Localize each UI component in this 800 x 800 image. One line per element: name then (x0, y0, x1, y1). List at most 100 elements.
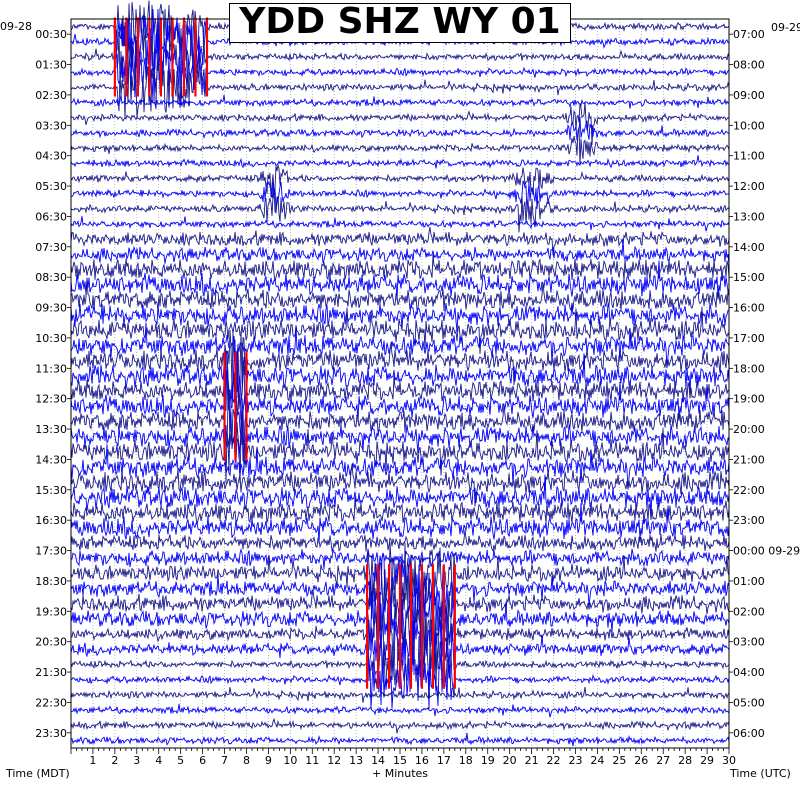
trace-line (70, 474, 730, 515)
x-tick-label: 30 (722, 754, 736, 767)
right-time-label: 22:00 (733, 484, 765, 497)
trace-line (70, 463, 730, 507)
trace-line (70, 180, 730, 212)
right-time-label: 05:00 (733, 696, 765, 709)
trace-line (70, 306, 730, 355)
x-tick-label: 24 (590, 754, 604, 767)
trace-line (70, 155, 730, 169)
right-time-label: 23:00 (733, 514, 765, 527)
left-time-axis: 00:30 01:30 02:30 03:30 04:30 05:30 06:30 07:30… (35, 28, 71, 740)
trace-line (70, 28, 730, 87)
left-time-label: 10:30 (35, 332, 67, 345)
trace-line (70, 717, 730, 734)
x-tick-label: 20 (503, 754, 517, 767)
trace-line (70, 732, 730, 747)
trace-line (70, 444, 730, 489)
trace-line (70, 302, 730, 332)
trace-line (70, 51, 730, 119)
right-time-label: 03:00 (733, 636, 765, 649)
x-tick-label: 12 (327, 754, 341, 767)
x-label-right: Time (UTC) (730, 767, 791, 780)
x-tick-label: 9 (265, 754, 272, 767)
left-time-label: 12:30 (35, 393, 67, 406)
right-time-axis: 07:00 08:00 09:00 10:00 11:00 12:00 13:00 14:00… (729, 28, 800, 740)
trace-line (70, 498, 730, 525)
left-time-label: 21:30 (35, 666, 67, 679)
x-axis: 1 2 3 4 5 6 7 8 9 10 11 12 13 14 15 16 17 18 19 20 21 22 23 24 2… (70, 748, 736, 767)
x-tick-label: 27 (656, 754, 670, 767)
date-left: 09-28 (0, 20, 32, 33)
trace-line (70, 94, 730, 109)
right-time-label: 07:00 (733, 28, 765, 41)
right-time-label: 10:00 (733, 119, 765, 132)
trace-line (70, 216, 730, 232)
trace-line (70, 279, 730, 312)
right-time-label: 14:00 (733, 241, 765, 254)
x-tick-label: 10 (283, 754, 297, 767)
x-tick-label: 11 (305, 754, 319, 767)
x-tick-label: 14 (371, 754, 385, 767)
x-tick-label: 25 (612, 754, 626, 767)
right-time-label: 02:00 (733, 605, 765, 618)
right-time-label: 04:00 (733, 666, 765, 679)
right-time-label: 09:00 (733, 89, 765, 102)
trace-line (70, 226, 730, 256)
left-time-label: 19:30 (35, 605, 67, 618)
trace-line (70, 239, 730, 266)
right-time-label: 06:00 (733, 727, 765, 740)
left-time-label: 11:30 (35, 362, 67, 375)
trace-line (70, 529, 730, 553)
right-time-label: 21:00 (733, 453, 765, 466)
trace-line (70, 255, 730, 282)
right-time-label: 19:00 (733, 393, 765, 406)
x-tick-label: 15 (393, 754, 407, 767)
left-time-label: 01:30 (35, 59, 67, 72)
title-box (229, 3, 571, 43)
x-tick-label: 16 (415, 754, 429, 767)
date-right: 09-29 (771, 21, 800, 34)
left-time-label: 17:30 (35, 545, 67, 558)
trace-line (70, 188, 730, 233)
x-tick-label: 19 (481, 754, 495, 767)
trace-line (70, 369, 730, 438)
x-tick-label: 8 (243, 754, 250, 767)
right-time-label: 00:00 09-29 (733, 545, 800, 558)
left-time-label: 22:30 (35, 696, 67, 709)
x-tick-label: 7 (221, 754, 228, 767)
trace-line (70, 547, 730, 571)
left-time-label: 06:30 (35, 210, 67, 223)
right-time-label: 20:00 (733, 423, 765, 436)
left-time-label: 18:30 (35, 575, 67, 588)
trace-line (70, 322, 730, 368)
x-label-left: Time (MDT) (6, 767, 70, 780)
left-time-label: 13:30 (35, 423, 67, 436)
trace-line (70, 388, 730, 448)
seismic-traces (70, 0, 730, 747)
trace-line (70, 339, 730, 410)
right-time-label: 18:00 (733, 362, 765, 375)
left-time-label: 04:30 (35, 150, 67, 163)
trace-line (70, 101, 730, 145)
trace-line (70, 503, 730, 544)
right-time-label: 01:00 (733, 575, 765, 588)
left-time-label: 20:30 (35, 636, 67, 649)
trace-line (70, 417, 730, 484)
x-tick-label: 13 (349, 754, 363, 767)
x-tick-label: 28 (678, 754, 692, 767)
left-time-label: 02:30 (35, 89, 67, 102)
x-tick-label: 5 (177, 754, 184, 767)
right-time-label: 15:00 (733, 271, 765, 284)
right-time-label: 11:00 (733, 150, 765, 163)
trace-line (70, 126, 730, 166)
x-tick-label: 26 (634, 754, 648, 767)
x-label-center: + Minutes (372, 767, 429, 780)
left-time-label: 14:30 (35, 453, 67, 466)
left-time-label: 05:30 (35, 180, 67, 193)
x-tick-label: 17 (437, 754, 451, 767)
right-time-label: 16:00 (733, 302, 765, 315)
x-tick-label: 23 (568, 754, 582, 767)
left-time-label: 00:30 (35, 28, 67, 41)
x-tick-label: 18 (459, 754, 473, 767)
right-time-label: 12:00 (733, 180, 765, 193)
